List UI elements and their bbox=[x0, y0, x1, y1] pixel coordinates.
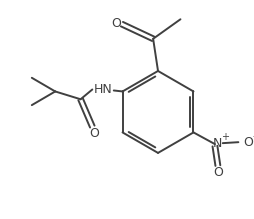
Text: HN: HN bbox=[93, 83, 112, 96]
Text: O: O bbox=[89, 127, 99, 140]
Text: O: O bbox=[242, 136, 252, 149]
Text: O: O bbox=[212, 166, 222, 179]
Text: N: N bbox=[212, 137, 222, 150]
Text: +: + bbox=[220, 132, 228, 142]
Text: -: - bbox=[252, 131, 254, 141]
Text: O: O bbox=[111, 17, 121, 30]
